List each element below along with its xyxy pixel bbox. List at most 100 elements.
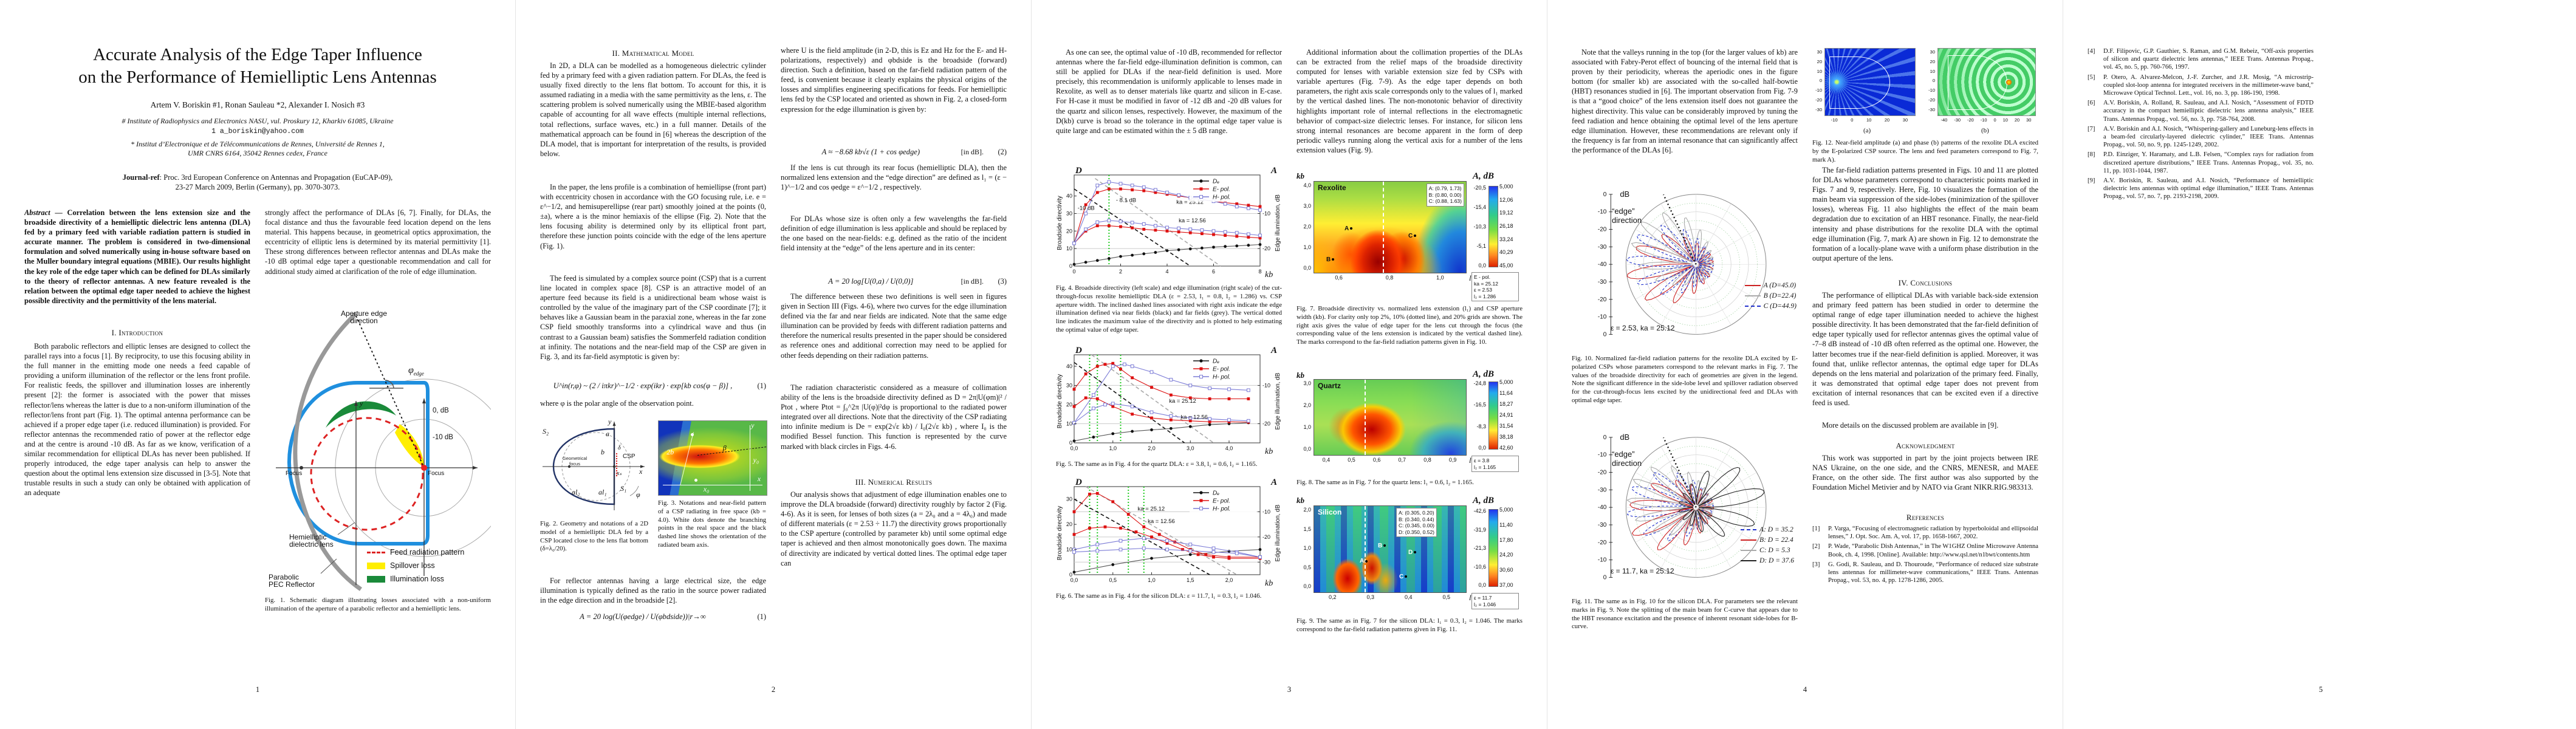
fig1-legend-spillover: Spillover loss [367,561,491,570]
svg-text:ka = 12.56: ka = 12.56 [1179,217,1206,224]
col2-paragraph: strongly affect the performance of DLAs … [265,208,491,276]
fig12b-x-ticks: -40 -30 -20 -10 0 10 20 30 [1937,117,2035,123]
tick-label: 0,0 [1478,582,1486,588]
svg-text:2: 2 [1119,269,1122,275]
svg-text:30: 30 [1066,382,1072,388]
fig3-x0-label: x₀ [703,485,710,494]
fig7-mark-B: B [1326,256,1335,263]
tick-label: -30 [1928,106,1935,112]
tick-label: 0,0 [1478,444,1486,451]
fig8-dashed-line [1364,380,1366,455]
svg-text:0: 0 [1603,331,1607,338]
abstract: Abstract — Correlation between the lens … [24,208,250,321]
svg-text:30: 30 [1066,210,1072,216]
svg-text:30: 30 [1066,496,1072,502]
section-heading-references: References [1906,513,1945,522]
fig8-colorbar [1488,382,1498,450]
black-line-swatch [1741,560,1757,562]
tick-label: 0,4 [1322,457,1331,463]
fig9-mark-D: D [1408,549,1417,556]
tick-label: l₂ = 1.046 [1474,601,1496,608]
p4-col2-para1: The far-field radiation patterns present… [1812,166,2038,262]
title-line-1: Accurate Analysis of the Edge Taper Infl… [93,45,422,64]
fig12b-phase-map [1937,48,2036,116]
fig5-caption: Fig. 5. The same as in Fig. 4 for the qu… [1056,460,1258,468]
journal-ref-text: : Proc. 3rd European Conference on Anten… [159,173,393,182]
fig1-m10db-label: -10 dB [433,434,453,441]
fig11-legend: A: D = 35.2 B: D = 22.4 C: D = 5.3 D: D … [1741,525,1794,566]
tick-label: 0 [1993,117,1996,123]
tick-label: 40,29 [1499,249,1513,256]
fig3-branch-dot-bottom [694,479,697,482]
page-number-4: 4 [1803,685,1807,694]
tick-label: -20,5 [1473,185,1486,191]
svg-text:-40: -40 [1598,504,1607,511]
tick-label: 2,0 [1303,224,1311,230]
red-line-swatch [1744,285,1761,287]
fig1-y-axis-label: y [360,399,363,408]
p2-col1-para3: The feed is simulated by a complex sourc… [540,274,766,361]
svg-text:E- pol.: E- pol. [1213,498,1230,505]
reference-item: [2] P. Wade, “Parabolic Dish Antennas,” i… [1812,543,2038,558]
figure-7: kb 4,0 3,0 2,0 1,0 0,0 Rexolite A: (0.79, 1.… [1297,171,1523,301]
fig11-legend-D: D: D = 37.6 [1741,556,1794,566]
svg-text:A: A [1270,166,1277,176]
tick-label: 42,60 [1499,445,1513,451]
svg-text:0: 0 [1072,269,1075,275]
tick-label: E - pol. [1474,274,1490,280]
fig9-mark-A: A [1360,558,1368,564]
svg-text:E- pol.: E- pol. [1213,187,1230,193]
tick-label: 0,6 [1372,457,1381,463]
svg-text:kb: kb [1265,270,1273,279]
fig9-mark-B: B [1378,542,1386,549]
tick-label: 11,40 [1499,521,1513,528]
svg-text:6: 6 [1212,269,1215,275]
fig10-caption: Fig. 10. Normalized far-field radiation … [1572,355,1798,404]
tick-label: 0,8 [1423,457,1431,463]
illumination-swatch [367,576,385,583]
tick-label: l₂ = 1.286 [1474,293,1496,299]
tick-label: 10 [1866,117,1872,123]
tick-label: 0 [1851,117,1854,123]
section-heading-model: II. Mathematical Model [612,49,694,58]
tick-label: 5,000 [1499,507,1513,513]
svg-text:-20: -20 [1598,227,1607,233]
page-number-3: 3 [1287,685,1292,694]
tick-label: -16,5 [1473,402,1486,408]
tick-label: 18,27 [1499,401,1513,407]
svg-text:E- pol.: E- pol. [1213,366,1230,373]
svg-text:A: A [1270,346,1277,355]
fig9-colorbar-values: 5,000 11,40 17,80 24,20 30,60 37,00 [1499,507,1521,588]
p2-col2-para2: If the lens is cut through its rear focu… [781,163,1007,192]
equation-4-unit: [in dB]. [961,277,984,286]
fig7-caption: Fig. 7. Broadside directivity vs. normal… [1297,305,1523,346]
svg-text:0,5: 0,5 [1109,577,1117,583]
svg-text:-40: -40 [1598,261,1607,268]
fig9-dashed-line [1364,506,1366,592]
svg-text:40: 40 [1066,363,1072,369]
tick-label: 0,3 [1366,594,1374,600]
tick-label: 1,0 [1303,244,1311,250]
fig12a-amplitude-map [1824,48,1916,116]
fig7-colorbar-values: 5,000 12,06 19,12 26,18 33,24 40,29 45,00 [1499,183,1521,269]
spillover-swatch [367,563,385,570]
fig7-A-dB-title: A, dB [1473,171,1495,181]
svg-text:4,0: 4,0 [1225,445,1233,451]
svg-text:H- pol.: H- pol. [1213,194,1230,201]
fig12b-lens-outline [1948,55,2007,110]
p2-col2-para1: where U is the field amplitude (in 2-D, … [781,46,1007,114]
blue-dashed-swatch [1744,306,1761,307]
svg-text:Edge illumination, dB: Edge illumination, dB [1275,194,1281,252]
journal-ref-text2: 23-27 March 2009, Berlin (Germany), pp. … [175,183,340,191]
svg-text:2,0: 2,0 [1148,445,1156,451]
p3-col1-para1: As one can see, the optimal value of -10… [1056,48,1282,135]
tick-label: A: (0.305, 0.20) [1398,510,1434,516]
svg-text:0: 0 [1069,440,1072,446]
fig6-caption: Fig. 6. The same as in Fig. 4 for the si… [1056,592,1262,600]
tick-label: -10,3 [1473,224,1486,230]
fig11-polar-plot: 0 -10 -20 -30 -40 -30 -20 -10 0 dB [1572,433,1798,592]
tick-label: 19,12 [1499,210,1513,216]
p4-col1-para1: Note that the valleys running in the top… [1572,48,1798,154]
fig4-chart: 0 2 4 6 8 0 10 20 30 40 -10 -20 -10 dB - 8.1 dB ka = 2… [1056,165,1282,281]
tick-label: B: (0.340, 0.44) [1398,516,1434,522]
